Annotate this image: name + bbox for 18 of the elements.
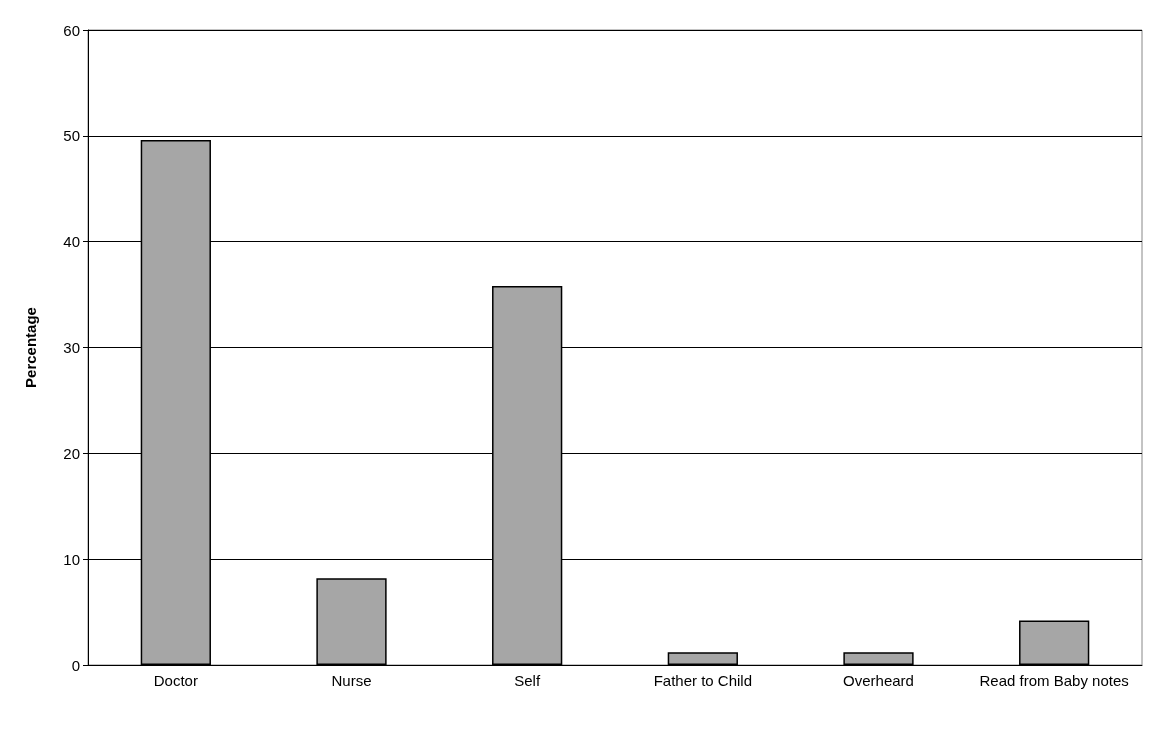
x-tick-label: Overheard: [843, 672, 914, 689]
y-axis-title: Percentage: [22, 307, 39, 388]
y-tick-label: 0: [71, 656, 80, 674]
x-tick-label: Doctor: [153, 672, 198, 689]
x-tick-label: Father to Child: [653, 672, 753, 689]
x-tick-label: Nurse: [331, 672, 372, 689]
bar: [843, 652, 914, 665]
bar: [1019, 620, 1090, 665]
y-tick-label: 50: [63, 127, 80, 145]
x-tick-label: Read from Baby notes: [979, 672, 1129, 689]
bar: [316, 578, 387, 665]
x-tick-label: Self: [514, 672, 541, 689]
y-tick-label: 20: [63, 444, 80, 462]
y-tick-label: 30: [63, 339, 80, 356]
y-tick-label: 10: [63, 550, 80, 568]
y-tick-label: 60: [63, 21, 80, 39]
bar: [667, 652, 738, 665]
y-tick-label: 40: [63, 233, 80, 251]
